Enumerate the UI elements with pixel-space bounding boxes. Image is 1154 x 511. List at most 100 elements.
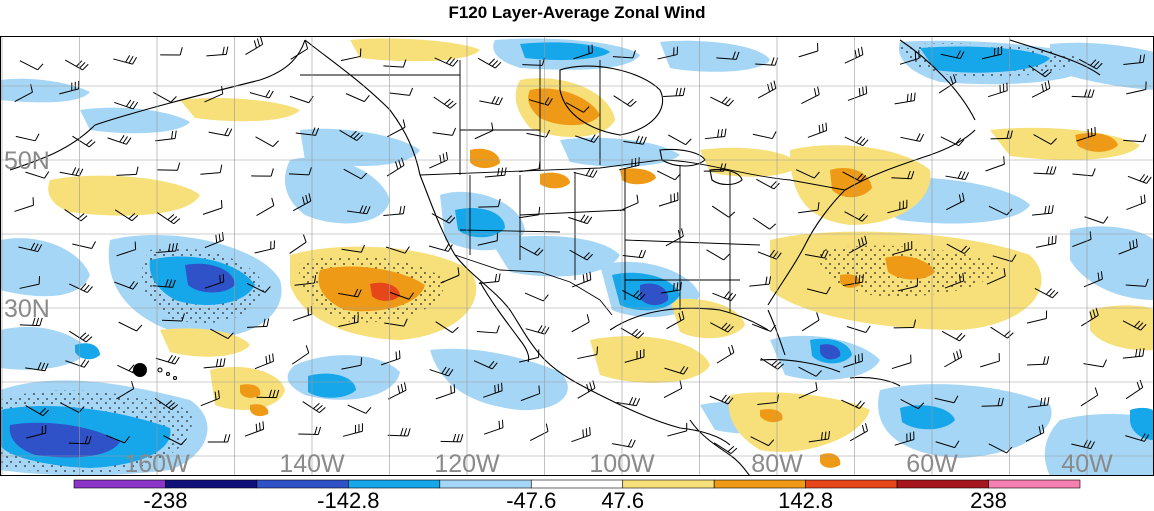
wind-barb — [808, 430, 831, 443]
wind-barb — [660, 281, 682, 294]
wind-barb — [473, 360, 498, 370]
wind-barb — [844, 46, 864, 64]
wind-barb — [848, 235, 868, 254]
wind-barb — [703, 163, 727, 172]
wind-barb — [432, 127, 457, 136]
wind-barb — [338, 314, 359, 328]
wind-barb — [1126, 81, 1147, 95]
wind-barb — [716, 51, 740, 60]
wind-barb — [203, 358, 226, 369]
wind-barb — [14, 197, 34, 212]
wind-barb — [288, 167, 312, 176]
wind-barb — [19, 317, 43, 327]
colorbar-swatch — [713, 479, 806, 489]
wind-barb — [624, 349, 645, 363]
wind-barb — [656, 170, 681, 181]
wind-barb — [667, 422, 688, 437]
wind-barb — [713, 442, 738, 454]
wind-barb — [1027, 356, 1050, 366]
wind-barb — [152, 279, 176, 288]
wind-barb — [801, 86, 820, 105]
longitude-label: 120W — [434, 450, 500, 478]
wind-barb — [25, 171, 50, 179]
wind-barb — [474, 122, 494, 140]
wind-barb — [798, 202, 820, 214]
wind-barb — [1034, 287, 1059, 299]
colorbar-tick-label: 47.6 — [601, 488, 644, 511]
longitude-labels: 160W 140W 120W 100W 80W 60W 40W — [124, 450, 1113, 478]
wind-barb — [113, 55, 138, 65]
wind-barb — [894, 92, 916, 105]
map-title: F120 Layer-Average Zonal Wind — [448, 3, 706, 22]
wind-barb — [842, 274, 864, 287]
wind-barb — [1078, 58, 1103, 70]
colorbar-swatch — [988, 479, 1081, 489]
wind-barb — [946, 243, 971, 254]
wind-barb — [153, 92, 177, 103]
wind-barb — [155, 130, 177, 142]
wind-barb — [431, 213, 456, 224]
wind-barb — [155, 354, 180, 365]
red-wind-regions — [370, 282, 400, 301]
wind-barb — [806, 286, 831, 295]
latitude-label: 50N — [4, 147, 50, 175]
wind-barb — [760, 357, 784, 370]
wind-barb — [804, 249, 829, 259]
wind-barb — [621, 289, 646, 301]
wind-barb — [294, 275, 317, 286]
wind-barb — [710, 96, 734, 107]
wind-barb — [935, 440, 960, 449]
wind-barb — [343, 168, 368, 180]
wind-barb — [341, 357, 363, 370]
colorbar-swatch — [73, 479, 166, 489]
wind-barb — [664, 365, 689, 375]
wind-barb — [846, 325, 871, 333]
wind-barb — [118, 321, 143, 332]
wind-barb — [15, 133, 40, 142]
wind-barb — [1033, 134, 1057, 145]
wind-barb — [69, 283, 93, 294]
wind-barb — [428, 243, 453, 252]
wind-barb — [756, 178, 780, 190]
wind-barb — [528, 97, 553, 106]
hawaii-marker — [133, 363, 147, 377]
wind-barb — [940, 50, 965, 60]
wind-barb — [59, 167, 84, 177]
wind-barb — [667, 134, 692, 146]
wind-barb — [1122, 348, 1145, 359]
wind-barb — [798, 366, 822, 377]
latitude-label: 30N — [4, 295, 50, 323]
longitude-label: 100W — [589, 450, 655, 478]
wind-barb — [841, 399, 865, 409]
wind-barb — [1081, 307, 1099, 327]
graticule — [0, 36, 1154, 476]
wind-barb — [891, 170, 915, 180]
colorbar-swatch — [896, 479, 989, 489]
wind-barbs — [14, 36, 1152, 454]
wind-barb — [105, 434, 130, 444]
wind-barb — [387, 382, 407, 400]
wind-barb — [526, 129, 551, 138]
wind-barb — [894, 431, 915, 446]
wind-barb — [1028, 65, 1052, 78]
wind-barb — [208, 127, 233, 137]
wind-barb — [479, 95, 503, 106]
wind-barb — [893, 319, 917, 329]
wind-barb — [704, 128, 727, 140]
wind-barb — [483, 382, 503, 398]
wind-barb — [934, 395, 959, 404]
wind-barb — [899, 50, 920, 65]
wind-barb — [390, 292, 414, 300]
wind-barb — [711, 205, 736, 218]
wind-barb — [843, 353, 863, 368]
wind-barb — [571, 427, 591, 443]
colorbar-swatch — [439, 479, 532, 489]
wind-barb — [520, 385, 541, 402]
colorbar-tick-label: -238 — [143, 488, 187, 511]
wind-barb — [1071, 89, 1095, 98]
wind-barb — [529, 423, 549, 441]
wind-barb — [434, 56, 459, 67]
wind-barb — [1072, 168, 1096, 177]
wind-barb — [295, 127, 320, 136]
wind-barb — [254, 240, 275, 254]
